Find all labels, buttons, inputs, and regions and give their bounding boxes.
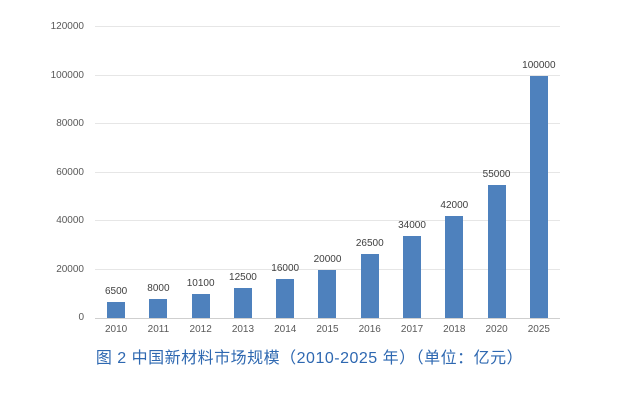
bar-group: 100000 2025: [518, 27, 560, 336]
x-tick-label: 2015: [316, 324, 339, 335]
x-tick-label: 2012: [189, 324, 212, 335]
y-tick-label: 40000: [56, 215, 84, 226]
y-tick-label: 120000: [50, 21, 84, 32]
bar-group: 20000 2015: [306, 27, 348, 336]
x-tick-label: 2020: [485, 324, 508, 335]
gridline: [95, 74, 560, 76]
bar-value-label: 12500: [229, 271, 257, 283]
bar-value-label: 6500: [105, 286, 128, 298]
gridline: [95, 123, 560, 124]
bar-group: 12500 2013: [222, 27, 264, 335]
x-tick-label: 2018: [443, 324, 466, 335]
gridline: [95, 171, 560, 173]
bar-value-label: 16000: [271, 263, 300, 275]
x-tick-label: 2011: [147, 324, 170, 335]
x-tick-label: 2014: [274, 324, 297, 335]
bar-group: 8000 2011: [137, 27, 179, 335]
bar: [149, 298, 168, 318]
bar: [403, 235, 422, 318]
x-tick-label: 2010: [105, 324, 128, 335]
y-tick-label: 20000: [56, 263, 84, 275]
y-tick-label: 100000: [50, 69, 84, 81]
bar-value-label: 10100: [186, 277, 215, 289]
bar-group: 34000 2017: [391, 27, 433, 335]
gridline: [95, 220, 560, 221]
bar-group: 6500 2010: [95, 27, 137, 335]
bar-value-label: 26500: [355, 237, 384, 249]
plot-area: 6500 2010 8000 2011 10100 2012 12500 2013 16000 2…: [95, 26, 560, 336]
bar-value-label: 34000: [398, 219, 426, 231]
bar-value-label: 42000: [440, 200, 469, 212]
bar: [191, 293, 210, 318]
bar: [318, 269, 337, 318]
bar: [276, 279, 295, 318]
x-tick-label: 2025: [527, 324, 550, 335]
x-axis-line: [95, 318, 560, 319]
bar: [529, 75, 548, 318]
bar-group: 55000 2020: [475, 27, 517, 335]
y-tick-label: 80000: [56, 118, 84, 129]
bar-chart: 0 20000 40000 60000 80000 100000 120000 6500 20…: [0, 21, 560, 336]
bar-group: 42000 2018: [433, 27, 475, 335]
bar-value-label: 100000: [522, 59, 556, 71]
y-tick-label: 0: [78, 312, 84, 323]
x-tick-label: 2016: [358, 324, 381, 335]
bar-value-label: 20000: [313, 253, 342, 265]
bar: [487, 184, 506, 318]
chart-caption: 图 2 中国新材料市场规模（2010-2025 年）（单位：亿元）: [95, 350, 524, 367]
x-tick-label: 2017: [400, 324, 424, 335]
bar-group: 10100 2012: [180, 27, 222, 335]
bar: [360, 253, 379, 318]
gridline: [95, 26, 560, 27]
y-axis: 0 20000 40000 60000 80000 100000 120000: [0, 21, 87, 323]
bar: [107, 302, 126, 318]
bar: [445, 216, 464, 318]
x-tick-label: 2013: [231, 324, 255, 335]
bar-value-label: 55000: [482, 168, 511, 180]
bar-group: 16000 2014: [264, 27, 306, 335]
bar: [233, 287, 252, 318]
y-tick-label: 60000: [56, 166, 84, 178]
gridline: [95, 268, 560, 270]
bar-group: 26500 2016: [349, 27, 391, 335]
bar-value-label: 8000: [147, 282, 170, 294]
